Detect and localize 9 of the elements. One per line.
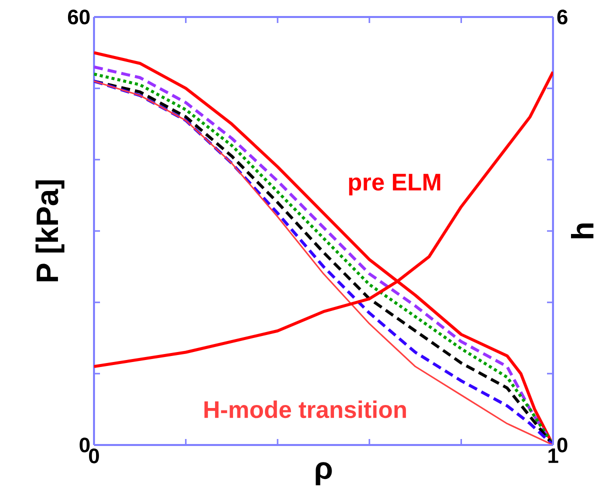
y2-axis-title: h bbox=[570, 223, 594, 238]
series-label: pre ELM bbox=[349, 174, 440, 196]
series-label: H-mode transition bbox=[204, 400, 406, 418]
x-tick-label: 1 bbox=[548, 448, 558, 463]
y2-tick-label: 0 bbox=[557, 438, 568, 452]
x-axis-title: ρ bbox=[316, 462, 332, 486]
y2-tick-label: 6 bbox=[557, 10, 568, 24]
y-axis-title: P [kPa] bbox=[36, 180, 64, 282]
y-tick-label: 60 bbox=[68, 10, 90, 24]
